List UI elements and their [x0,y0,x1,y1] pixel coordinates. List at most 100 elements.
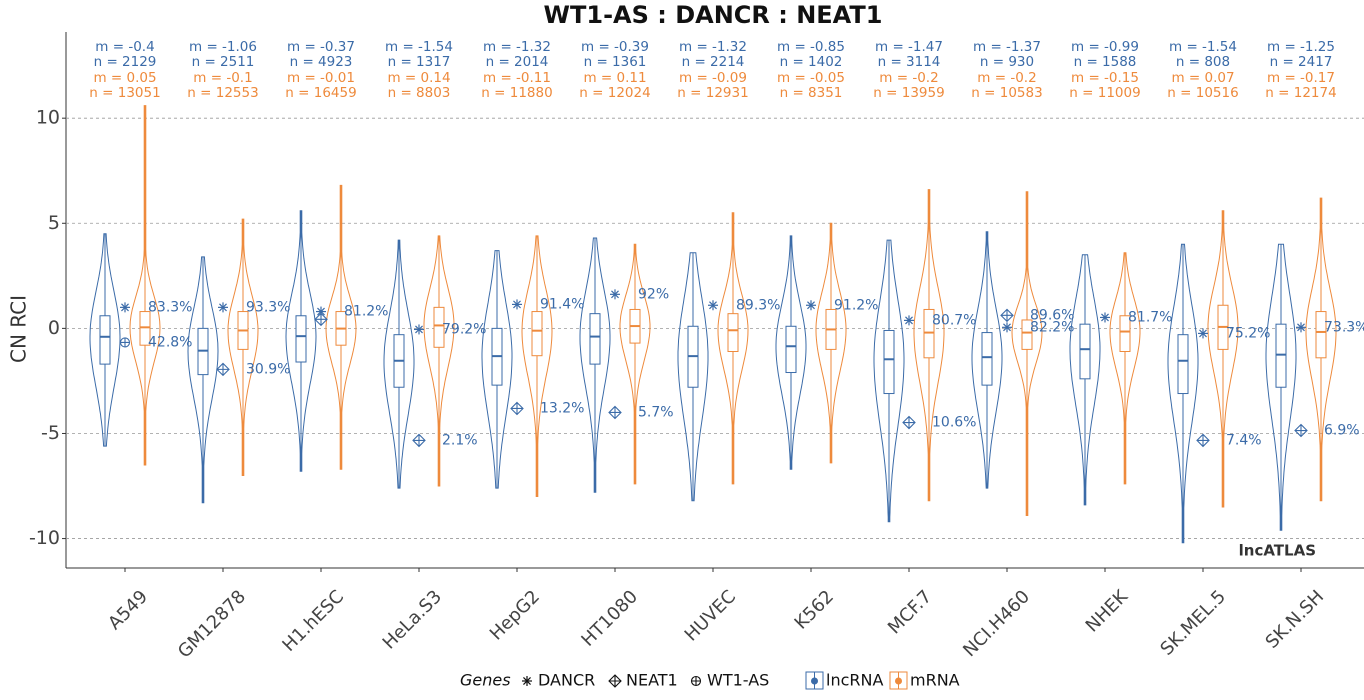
mean-label: m = -0.1 [193,70,252,86]
gene-percent-label: 6.9% [1324,423,1360,439]
count-label: n = 3114 [878,54,941,70]
box [1021,319,1033,350]
marker-stroke [513,300,521,309]
box [883,329,895,395]
marker-stroke [523,677,531,685]
marker-shape [608,405,622,420]
gene-marker [1002,322,1012,333]
marker-stroke [1297,323,1305,332]
x-tick-label: HepG2 [486,586,544,644]
violin [815,222,847,464]
box [589,313,601,365]
gene-percent-label: 89.6% [1030,307,1074,323]
gene-marker [708,300,718,311]
violin [677,252,709,502]
violin [717,212,749,485]
violin [325,184,357,470]
x-tick-label: MCF.7 [884,586,936,638]
count-label: n = 12553 [187,85,258,101]
count-label: n = 10516 [1167,85,1238,101]
marker-shape [120,337,130,347]
legend-title: Genes [460,671,511,690]
mean-label: m = 0.11 [583,70,646,86]
y-axis-label: CN RCI [7,295,31,363]
marker-shape [691,676,701,686]
legend-label: DANCR [538,671,595,690]
violin [1109,252,1141,485]
gene-marker [216,362,230,377]
gene-percent-label: 91.4% [540,296,584,312]
chart-title: WT1-AS : DANCR : NEAT1 [544,1,883,29]
box [1177,334,1189,395]
mean-label: m = -1.32 [679,39,747,55]
mean-label: m = 0.07 [1171,70,1234,86]
box [785,325,797,374]
legend-label: WT1-AS [707,671,769,690]
box [99,315,111,365]
violin [775,235,807,470]
legend-swatch-dot [895,677,902,685]
violin [579,237,611,493]
violin [89,233,121,447]
marker-stroke [807,301,815,310]
gene-marker [218,302,228,313]
box [531,311,543,357]
gene-marker [119,337,131,348]
mean-label: m = -0.85 [777,39,845,55]
violin [1207,210,1239,508]
gene-marker [1100,312,1110,323]
gene-marker [902,415,916,430]
mean-label: m = -0.05 [777,70,845,86]
gene-percent-label: 91.2% [834,297,878,313]
box [727,313,739,352]
x-tick-label: HUVEC [681,586,740,645]
legend-label: mRNA [910,671,960,690]
y-tick-label: 0 [48,317,60,339]
violin [619,243,651,485]
legend-symbol [690,675,702,687]
violin [1167,243,1199,544]
x-tick-label: GM12878 [174,586,250,662]
violin [423,235,455,487]
count-label: n = 11009 [1069,85,1140,101]
gene-marker [608,405,622,420]
marker-stroke [1003,323,1011,332]
count-label: n = 4923 [290,54,353,70]
violin [873,239,905,523]
count-label: n = 2214 [682,54,745,70]
gene-percent-label: 82.2% [1030,319,1074,335]
violin [187,256,219,504]
violin [1305,197,1337,502]
count-label: n = 930 [980,54,1034,70]
count-label: n = 1588 [1074,54,1137,70]
gene-percent-label: 89.3% [736,297,780,313]
mean-label: m = -1.47 [875,39,943,55]
marker-stroke [317,307,325,316]
gene-marker [1198,328,1208,339]
mean-label: m = -0.2 [977,70,1036,86]
gene-percent-label: 80.7% [932,312,976,328]
gene-percent-label: 42.8% [148,334,192,350]
gene-percent-label: 83.3% [148,299,192,315]
x-tick-label: HT1080 [577,586,642,651]
violin [913,189,945,502]
legend-swatch-dot [811,677,818,685]
count-label: n = 1317 [388,54,451,70]
x-tick-label: SK.N.SH [1262,586,1329,653]
marker-shape [902,415,916,430]
x-tick-label: H1.hESC [278,586,348,656]
mean-label: m = -1.32 [483,39,551,55]
box [1315,311,1327,359]
gene-percent-label: 75.2% [1226,325,1270,341]
violin [521,235,553,497]
violin [1011,191,1043,516]
gene-percent-label: 81.2% [344,304,388,320]
gene-percent-label: 93.3% [246,299,290,315]
mean-label: m = -0.01 [287,70,355,86]
legend-symbol [608,674,622,688]
gene-marker [806,300,816,311]
gene-percent-label: 5.7% [638,404,674,420]
mean-label: m = -0.37 [287,39,355,55]
x-tick-label: NCI.H460 [959,586,1034,661]
y-tick-label: 5 [48,212,60,234]
